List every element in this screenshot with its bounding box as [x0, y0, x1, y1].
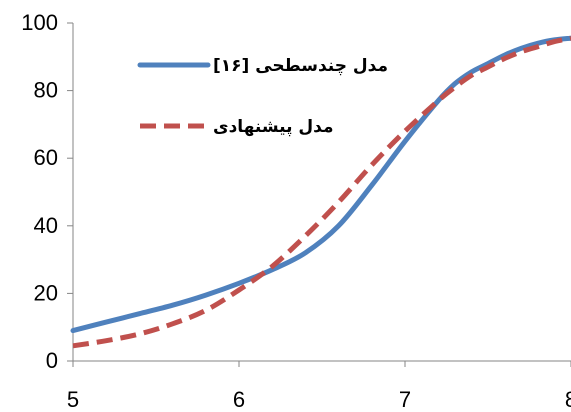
- series-line-1: [70, 35, 571, 334]
- chart-legend: مدل چندسطحی [۱۶] مدل پیشنهادی: [137, 56, 388, 137]
- legend-label-1: مدل چندسطحی [۱۶]: [213, 56, 388, 76]
- chart-axes: [67, 22, 571, 367]
- y-tick-label: 20: [34, 280, 58, 305]
- y-tick-label: 80: [34, 78, 58, 103]
- y-tick-label: 100: [21, 10, 58, 35]
- x-tick-label: 8: [565, 387, 571, 412]
- tick-labels: 0 20 40 60 80 100 5 6 7 8: [21, 10, 571, 412]
- x-tick-label: 6: [233, 387, 245, 412]
- legend-label-2: مدل پیشنهادی: [213, 117, 334, 137]
- chart-series: [70, 35, 571, 349]
- y-tick-label: 0: [46, 348, 58, 373]
- series-line-2: [72, 35, 571, 349]
- x-tick-label: 5: [67, 387, 79, 412]
- y-tick-label: 40: [34, 213, 58, 238]
- y-tick-label: 60: [34, 145, 58, 170]
- x-tick-label: 7: [399, 387, 411, 412]
